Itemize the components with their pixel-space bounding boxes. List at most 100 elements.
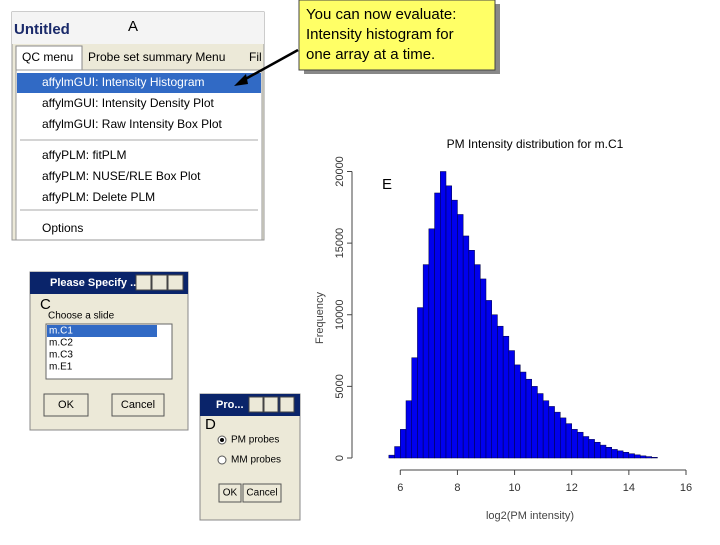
- bar: [468, 250, 475, 459]
- menu-window: Untitled A QC menu Probe set summary Men…: [11, 11, 265, 241]
- bar: [457, 214, 464, 459]
- y-axis-label: Frequency: [314, 292, 326, 344]
- bar: [560, 417, 567, 459]
- arrow-head: [234, 74, 248, 86]
- highlight: [17, 73, 261, 93]
- bar: [605, 447, 612, 459]
- button-label[interactable]: OK: [223, 488, 238, 499]
- bar: [588, 439, 595, 459]
- bar: [417, 307, 424, 459]
- bar: [388, 454, 395, 459]
- bar: [434, 192, 441, 459]
- y-tick-label: 20000: [334, 156, 346, 187]
- bar: [497, 325, 504, 459]
- bar: [594, 441, 601, 459]
- bar: [514, 364, 521, 459]
- max-btn[interactable]: [263, 396, 279, 413]
- bar: [628, 453, 635, 459]
- dialog-probes: Pro... D PM probes MM probes OK Cancel: [199, 393, 301, 521]
- dialog-slide: Please Specify ... C Choose a slide m.C1…: [29, 271, 189, 431]
- chart-title: PM Intensity distribution for m.C1: [447, 137, 624, 151]
- bar: [462, 235, 470, 459]
- bar: [525, 378, 532, 459]
- bar: [508, 350, 515, 459]
- close-btn[interactable]: [167, 274, 184, 291]
- menu-item[interactable]: affylmGUI: Intensity Density Plot: [42, 96, 215, 110]
- histogram: PM Intensity distribution for m.C1 E log…: [314, 137, 692, 522]
- menu-item[interactable]: affylmGUI: Raw Intensity Box Plot: [42, 117, 223, 131]
- y-tick-label: 15000: [334, 228, 346, 259]
- x-tick-label: 12: [566, 482, 578, 494]
- bar: [537, 393, 544, 459]
- x-tick-label: 10: [508, 482, 520, 494]
- callout-text: Intensity histogram for: [306, 26, 454, 43]
- list-selection: [47, 325, 157, 337]
- bar: [531, 386, 538, 459]
- bar: [622, 452, 630, 459]
- button[interactable]: [111, 393, 165, 417]
- callout: [298, 0, 496, 71]
- radio-label[interactable]: MM probes: [231, 455, 281, 466]
- bar: [651, 457, 658, 459]
- bar: [445, 185, 452, 459]
- list-option[interactable]: m.C2: [49, 338, 73, 349]
- window-title: Untitled: [14, 21, 70, 38]
- bar: [554, 411, 561, 459]
- title-bar: [12, 12, 264, 44]
- bar: [480, 278, 487, 459]
- tab-label[interactable]: QC menu: [22, 50, 73, 64]
- tab[interactable]: [15, 45, 83, 71]
- bar: [577, 431, 584, 459]
- callout-text: You can now evaluate:: [306, 6, 456, 23]
- bar: [617, 450, 624, 459]
- menu-item[interactable]: affyPLM: Delete PLM: [42, 190, 155, 204]
- menu-item[interactable]: affylmGUI: Intensity Histogram: [42, 75, 205, 89]
- x-tick-label: 16: [680, 482, 692, 494]
- bar: [611, 449, 618, 459]
- close-btn[interactable]: [279, 396, 295, 413]
- button[interactable]: [43, 393, 89, 417]
- bar: [548, 406, 555, 459]
- bar: [451, 199, 458, 459]
- menu-item[interactable]: Options: [42, 221, 83, 235]
- menu-item[interactable]: affyPLM: NUSE/RLE Box Plot: [42, 169, 201, 183]
- tab-label[interactable]: Probe set summary Menu: [88, 50, 225, 64]
- x-tick-label: 14: [623, 482, 635, 494]
- list-option[interactable]: m.E1: [49, 362, 73, 373]
- prompt: Choose a slide: [48, 311, 115, 322]
- callout-text: one array at a time.: [306, 46, 435, 63]
- x-axis-label: log2(PM intensity): [486, 510, 574, 522]
- list-option[interactable]: m.C3: [49, 350, 73, 361]
- bar: [542, 400, 550, 459]
- label: A: [128, 18, 138, 35]
- bar: [405, 400, 412, 459]
- button-label[interactable]: OK: [58, 399, 75, 411]
- bar: [440, 171, 447, 459]
- button-label[interactable]: Cancel: [121, 399, 155, 411]
- list-option[interactable]: m.C1: [49, 326, 73, 337]
- radio[interactable]: [217, 455, 227, 465]
- y-tick-label: 0: [334, 455, 346, 461]
- button[interactable]: [242, 483, 282, 503]
- menu-item[interactable]: affyPLM: fitPLM: [42, 148, 126, 162]
- radio-dot: [220, 438, 224, 442]
- dialog-title: Pro...: [216, 399, 244, 411]
- button-label[interactable]: Cancel: [246, 488, 277, 499]
- x-tick-label: 6: [397, 482, 403, 494]
- label: E: [382, 176, 392, 193]
- radio-label[interactable]: PM probes: [231, 435, 279, 446]
- min-btn[interactable]: [135, 274, 152, 291]
- bar: [422, 264, 430, 459]
- bar: [394, 446, 401, 459]
- bar: [502, 335, 510, 459]
- tab-label[interactable]: Fil: [249, 50, 262, 64]
- label: C: [40, 296, 51, 313]
- arrow: [239, 48, 299, 84]
- min-btn[interactable]: [248, 396, 264, 413]
- max-btn[interactable]: [151, 274, 168, 291]
- bar: [491, 314, 498, 459]
- bar: [634, 454, 641, 459]
- button[interactable]: [218, 483, 242, 503]
- dialog-title: Please Specify ...: [50, 277, 139, 289]
